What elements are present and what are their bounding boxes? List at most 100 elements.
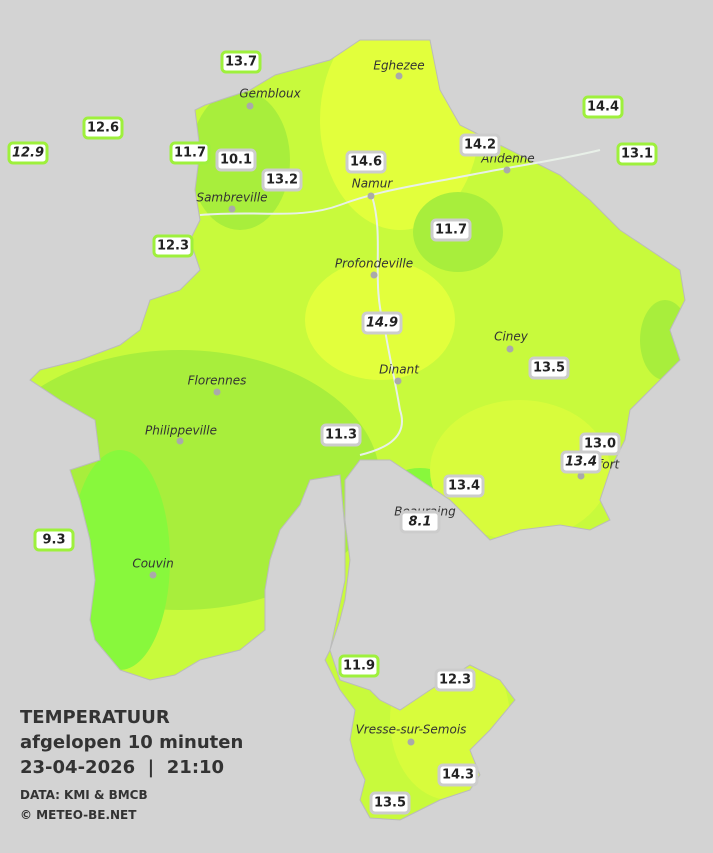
- town-dot: [407, 738, 415, 746]
- station: 9.3: [33, 528, 75, 552]
- station-box: [220, 50, 262, 74]
- legend-title: TEMPERATUUR: [20, 707, 170, 728]
- town-dot: [149, 571, 157, 579]
- station: 12.3: [434, 668, 476, 692]
- station-value: 12.3: [439, 673, 471, 688]
- station-value: 11.9: [343, 659, 375, 674]
- station-box: [361, 311, 403, 335]
- town-dot: [394, 377, 402, 385]
- station-box: [7, 141, 49, 165]
- legend-datetime: 23-04-2026 | 21:10: [20, 757, 224, 778]
- station-value: 9.3: [42, 533, 65, 548]
- legend-source: DATA: KMI & BMCB: [20, 788, 148, 802]
- station-value: 13.7: [225, 55, 257, 70]
- station-box: [33, 528, 75, 552]
- station-box: [320, 423, 362, 447]
- station: 11.9: [338, 654, 380, 678]
- station: 13.5: [528, 356, 570, 380]
- town-label: Ciney: [494, 330, 529, 344]
- town-label: Namur: [352, 177, 394, 191]
- town-dot: [370, 271, 378, 279]
- station-value: 12.6: [87, 121, 119, 136]
- station-value: 14.6: [350, 155, 382, 170]
- station-box: [459, 133, 501, 157]
- station-box: [399, 510, 441, 534]
- station-value: 13.5: [374, 796, 406, 811]
- station: 13.4: [560, 450, 602, 474]
- town-dot: [246, 102, 254, 110]
- station: 11.7: [430, 218, 472, 242]
- station: 14.4: [582, 95, 624, 119]
- town-label: Philippeville: [145, 424, 217, 438]
- station-box: [560, 450, 602, 474]
- station-value: 11.7: [435, 223, 467, 238]
- station-box: [582, 95, 624, 119]
- station-value: 12.9: [12, 146, 44, 161]
- station-box: [82, 116, 124, 140]
- station-value: 13.2: [266, 173, 298, 188]
- station: 11.3: [320, 423, 362, 447]
- town-label: Vresse-sur-Semois: [356, 723, 467, 737]
- station: 13.1: [616, 142, 658, 166]
- legend-credit: © METEO-BE.NET: [20, 808, 137, 822]
- station: 10.1: [215, 148, 257, 172]
- station: 13.5: [369, 791, 411, 815]
- station: 12.9: [7, 141, 49, 165]
- station: 14.9: [361, 311, 403, 335]
- station-box: [169, 141, 211, 165]
- station-box: [443, 474, 485, 498]
- station-value: 11.3: [325, 428, 357, 443]
- town-label: Sambreville: [196, 191, 267, 205]
- town-dot: [213, 388, 221, 396]
- station-box: [437, 763, 479, 787]
- station-box: [152, 234, 194, 258]
- station-value: 14.2: [464, 138, 496, 153]
- town-label: Profondeville: [335, 257, 413, 271]
- station-value: 13.4: [448, 479, 480, 494]
- legend-subtitle: afgelopen 10 minuten: [20, 732, 243, 753]
- station-box: [261, 168, 303, 192]
- station-value: 14.9: [366, 316, 398, 331]
- town-label: Couvin: [132, 557, 173, 571]
- station-box: [345, 150, 387, 174]
- station-box: [338, 654, 380, 678]
- town-dot: [506, 345, 514, 353]
- station-value: 13.4: [565, 455, 597, 470]
- station: 14.3: [437, 763, 479, 787]
- station: 11.7: [169, 141, 211, 165]
- station-value: 8.1: [408, 515, 431, 530]
- station-box: [528, 356, 570, 380]
- station: 13.0: [579, 432, 621, 456]
- town-dot: [577, 472, 585, 480]
- station: 8.1: [399, 510, 441, 534]
- station: 13.2: [261, 168, 303, 192]
- station-box: [434, 668, 476, 692]
- station-box: [616, 142, 658, 166]
- station-box: [430, 218, 472, 242]
- town-label: Florennes: [188, 374, 247, 388]
- station-value: 14.4: [587, 100, 619, 115]
- station-value: 11.7: [174, 146, 206, 161]
- station: 13.7: [220, 50, 262, 74]
- town-dot: [367, 192, 375, 200]
- town-dot: [176, 437, 184, 445]
- station: 13.4: [443, 474, 485, 498]
- town-dot: [228, 205, 236, 213]
- town-dot: [395, 72, 403, 80]
- station-value: 13.5: [533, 361, 565, 376]
- station-value: 12.3: [157, 239, 189, 254]
- town-label: Eghezee: [373, 59, 424, 73]
- station-value: 10.1: [220, 153, 252, 168]
- town-label: Dinant: [379, 363, 420, 377]
- station-box: [369, 791, 411, 815]
- town-label: Gembloux: [239, 87, 301, 101]
- station: 12.3: [152, 234, 194, 258]
- station-value: 13.0: [584, 437, 616, 452]
- station-value: 13.1: [621, 147, 653, 162]
- station: 14.2: [459, 133, 501, 157]
- station: 12.6: [82, 116, 124, 140]
- station: 14.6: [345, 150, 387, 174]
- station-box: [215, 148, 257, 172]
- rivers: [199, 149, 601, 456]
